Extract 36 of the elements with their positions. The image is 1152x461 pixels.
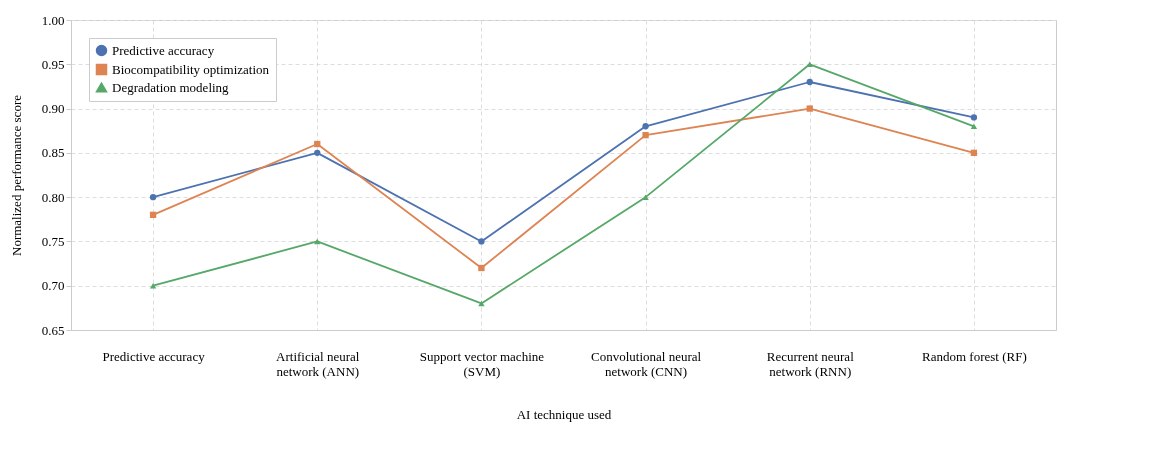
point xyxy=(314,149,321,157)
y-tick-label: 0.95 xyxy=(41,56,65,72)
point xyxy=(478,238,485,245)
point xyxy=(314,238,321,245)
y-axis-title: Normalized performance score xyxy=(8,94,24,256)
x-tick-label: Convolutional neural network (CNN) xyxy=(591,348,702,379)
x-axis-title: AI technique used xyxy=(516,406,612,422)
x-tick-label: Predictive accuracy xyxy=(102,348,206,364)
point xyxy=(970,149,978,157)
y-tick-label: 0.85 xyxy=(41,145,65,161)
x-tick-label: Recurrent neural network (RNN) xyxy=(766,348,855,379)
point xyxy=(970,114,978,121)
point xyxy=(642,194,649,200)
y-tick-label: 0.90 xyxy=(41,101,65,117)
y-tick-label: 0.75 xyxy=(41,233,65,249)
point xyxy=(806,78,813,86)
point xyxy=(478,264,485,272)
point xyxy=(642,123,649,130)
legend-label: Biocompatibility optimization xyxy=(112,61,270,77)
y-tick-label: 0.70 xyxy=(41,278,65,294)
y-tick-label: 0.80 xyxy=(41,189,65,205)
point xyxy=(478,300,485,307)
point xyxy=(970,123,978,130)
point xyxy=(806,61,813,68)
x-tick-label: Random forest (RF) xyxy=(922,348,1027,364)
point xyxy=(149,211,157,219)
point xyxy=(314,140,321,148)
y-tick-label: 1.00 xyxy=(41,12,65,28)
y-tick-label: 0.65 xyxy=(41,322,65,338)
legend-label: Predictive accuracy xyxy=(112,42,215,58)
x-tick-label: Artificial neural network (ANN) xyxy=(276,348,360,379)
point xyxy=(149,193,157,201)
x-tick-label: Support vector machine (SVM) xyxy=(419,348,545,379)
point xyxy=(806,105,813,112)
legend-label: Degradation modeling xyxy=(112,79,230,95)
point xyxy=(642,131,649,139)
